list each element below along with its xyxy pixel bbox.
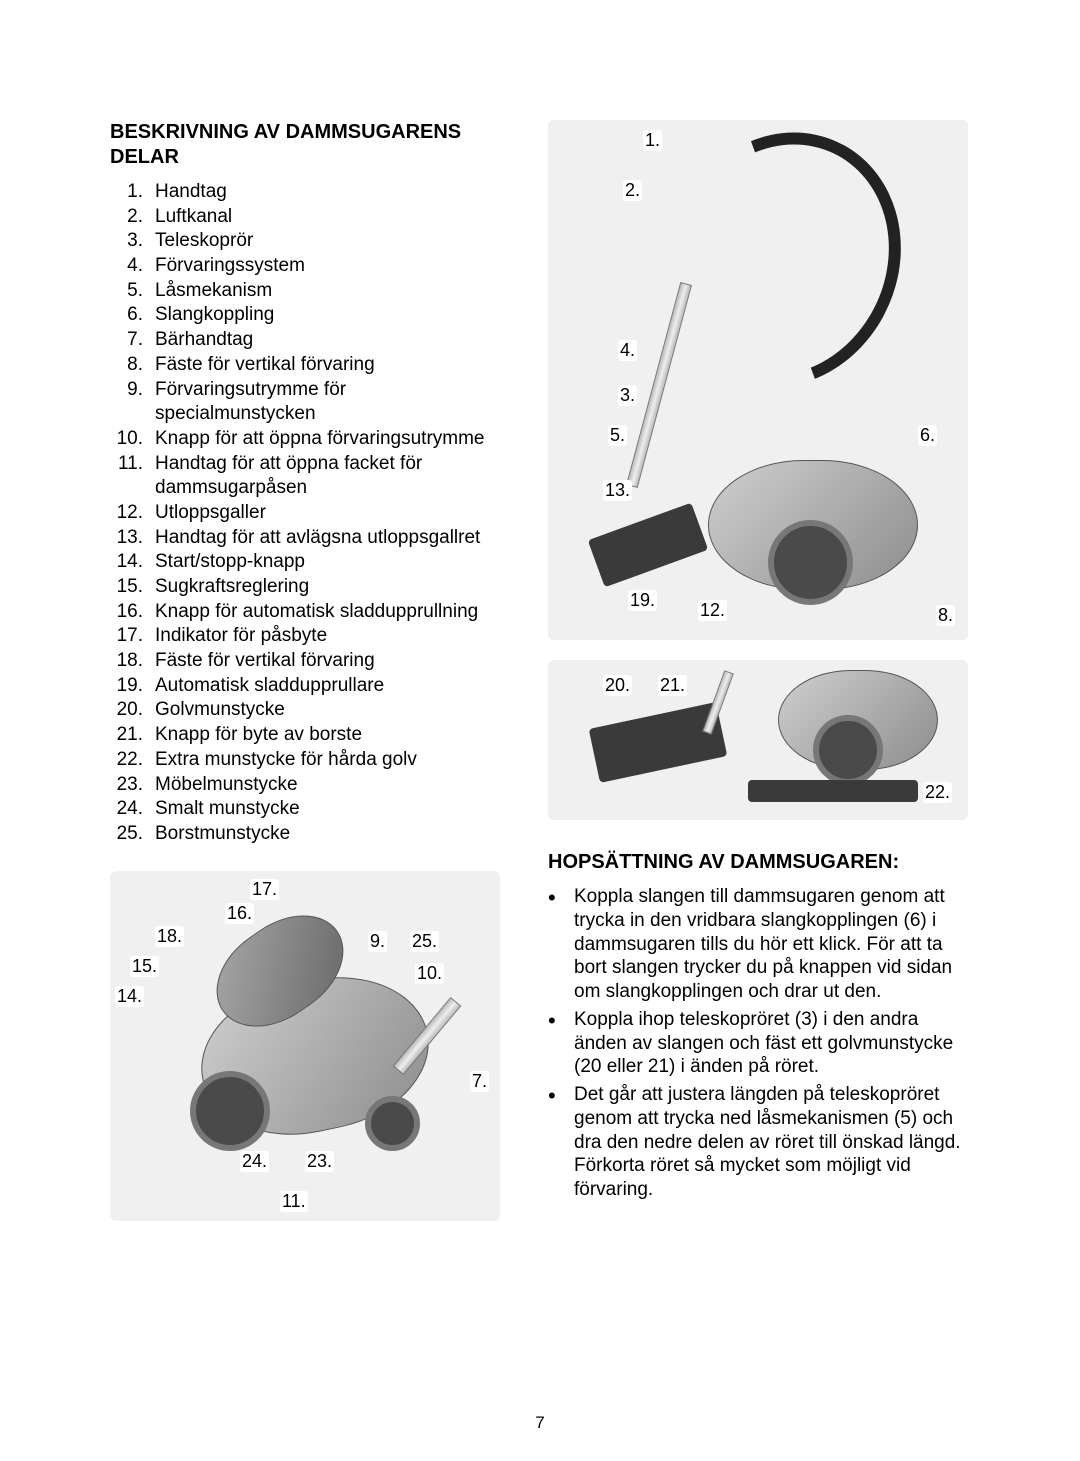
callout-21: 21.	[658, 675, 687, 696]
list-item: 14.Start/stopp-knapp	[110, 550, 500, 575]
diagram-accessories: 20. 21. 22.	[548, 660, 968, 820]
list-item: 8.Fäste för vertikal förvaring	[110, 353, 500, 378]
list-item: 4.Förvaringssystem	[110, 254, 500, 279]
list-item: 2.Luftkanal	[110, 205, 500, 230]
list-item: 21.Knapp för byte av borste	[110, 723, 500, 748]
list-item: 10.Knapp för att öppna förvaringsutrymme	[110, 427, 500, 452]
callout-4: 4.	[618, 340, 637, 361]
callout-6: 6.	[918, 425, 937, 446]
callout-15: 15.	[130, 956, 159, 977]
callout-19: 19.	[628, 590, 657, 611]
diagram-vacuum-assembled: 1. 2. 4. 3. 5. 6. 13. 19. 12. 8.	[548, 120, 968, 640]
right-column: 1. 2. 4. 3. 5. 6. 13. 19. 12. 8. 20. 21.…	[548, 120, 968, 1221]
parts-list: 1.Handtag 2.Luftkanal 3.Teleskoprör 4.Fö…	[110, 180, 500, 847]
callout-16: 16.	[225, 903, 254, 924]
list-item: 6.Slangkoppling	[110, 303, 500, 328]
page-number: 7	[0, 1413, 1080, 1433]
diagram-vacuum-open: 17. 16. 18. 9. 25. 15. 10. 14. 7. 24. 23…	[110, 871, 500, 1221]
list-item: 22.Extra munstycke för hårda golv	[110, 748, 500, 773]
callout-17: 17.	[250, 879, 279, 900]
list-item: Koppla slangen till dammsugaren genom at…	[548, 885, 968, 1004]
callout-13: 13.	[603, 480, 632, 501]
callout-5: 5.	[608, 425, 627, 446]
left-column: BESKRIVNING AV DAMMSUGARENS DELAR 1.Hand…	[110, 120, 500, 1221]
callout-9: 9.	[368, 931, 387, 952]
list-item: 3.Teleskoprör	[110, 229, 500, 254]
list-item: Det går att justera längden på teleskopr…	[548, 1083, 968, 1202]
callout-2: 2.	[623, 180, 642, 201]
callout-11: 11.	[280, 1191, 308, 1212]
list-item: 7.Bärhandtag	[110, 328, 500, 353]
list-item: 24.Smalt munstycke	[110, 797, 500, 822]
callout-3: 3.	[618, 385, 637, 406]
callout-8: 8.	[936, 605, 955, 626]
list-item: 16.Knapp för automatisk sladdupprullning	[110, 600, 500, 625]
callout-14: 14.	[115, 986, 144, 1007]
parts-heading: BESKRIVNING AV DAMMSUGARENS DELAR	[110, 120, 500, 170]
callout-23: 23.	[305, 1151, 334, 1172]
callout-7: 7.	[470, 1071, 489, 1092]
list-item: 20.Golvmunstycke	[110, 698, 500, 723]
assembly-heading: HOPSÄTTNING AV DAMMSUGAREN:	[548, 850, 968, 875]
callout-20: 20.	[603, 675, 632, 696]
callout-1: 1.	[643, 130, 662, 151]
list-item: 11.Handtag för att öppna facket för damm…	[110, 452, 500, 501]
list-item: 18.Fäste för vertikal förvaring	[110, 649, 500, 674]
callout-25: 25.	[410, 931, 439, 952]
manual-page: BESKRIVNING AV DAMMSUGARENS DELAR 1.Hand…	[0, 0, 1080, 1261]
list-item: Koppla ihop teleskopröret (3) i den andr…	[548, 1008, 968, 1079]
list-item: 19.Automatisk sladdupprullare	[110, 674, 500, 699]
callout-24: 24.	[240, 1151, 269, 1172]
list-item: 25.Borstmunstycke	[110, 822, 500, 847]
list-item: 15.Sugkraftsreglering	[110, 575, 500, 600]
assembly-steps: Koppla slangen till dammsugaren genom at…	[548, 885, 968, 1202]
callout-10: 10.	[415, 963, 444, 984]
list-item: 12.Utloppsgaller	[110, 501, 500, 526]
callout-12: 12.	[698, 600, 727, 621]
list-item: 13.Handtag för att avlägsna utloppsgallr…	[110, 526, 500, 551]
list-item: 1.Handtag	[110, 180, 500, 205]
list-item: 5.Låsmekanism	[110, 279, 500, 304]
list-item: 17.Indikator för påsbyte	[110, 624, 500, 649]
callout-18: 18.	[155, 926, 184, 947]
list-item: 23.Möbelmunstycke	[110, 773, 500, 798]
list-item: 9.Förvaringsutrymme för specialmunstycke…	[110, 378, 500, 427]
callout-22: 22.	[923, 782, 952, 803]
